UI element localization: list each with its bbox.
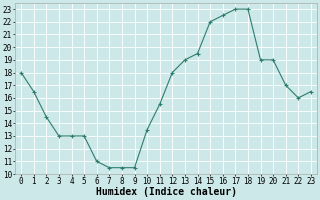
X-axis label: Humidex (Indice chaleur): Humidex (Indice chaleur) [95, 187, 236, 197]
